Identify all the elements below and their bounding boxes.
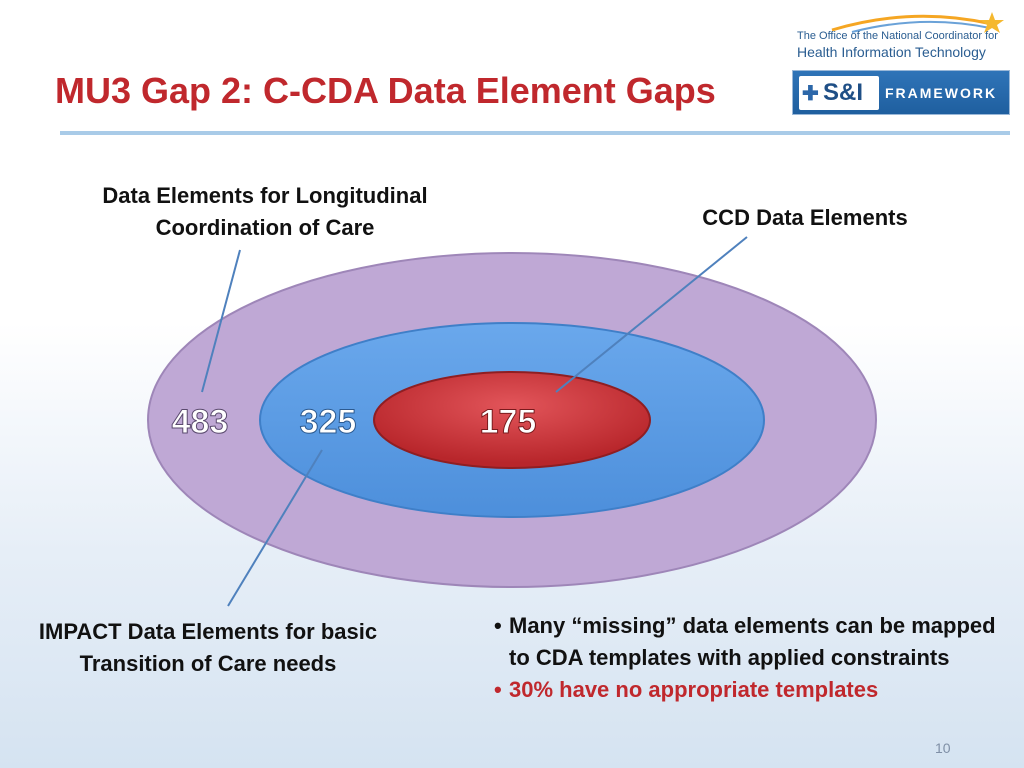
bullet-icon: • xyxy=(494,677,502,702)
connector-longitudinal xyxy=(201,249,241,393)
si-framework-logo: ✚ S&I FRAMEWORK xyxy=(792,70,1010,115)
ccd-label: CCD Data Elements xyxy=(702,205,908,230)
outer-count: 483 xyxy=(172,403,229,441)
connector-ccd xyxy=(555,236,748,393)
middle-count: 325 xyxy=(300,403,357,441)
bullet-icon: • xyxy=(494,613,502,638)
onc-logo: The Office of the National Coordinator f… xyxy=(792,8,1014,64)
slide-title: MU3 Gap 2: C-CDA Data Element Gaps xyxy=(55,70,716,111)
inner-count: 175 xyxy=(480,403,537,441)
onc-logo-line1: The Office of the National Coordinator f… xyxy=(797,30,998,42)
si-mark: ✚ S&I xyxy=(799,76,879,110)
longitudinal-label: Data Elements for Longitudinal Coordinat… xyxy=(102,183,428,240)
page-number: 10 xyxy=(935,740,951,756)
onc-logo-line2: Health Information Technology xyxy=(797,44,986,60)
bullet-list: • Many “missing” data elements can be ma… xyxy=(494,610,1004,706)
title-divider xyxy=(60,131,1010,135)
bullet-text-no-templates: 30% have no appropriate templates xyxy=(509,677,879,702)
bullet-item: • 30% have no appropriate templates xyxy=(494,674,1004,706)
bullet-item: • Many “missing” data elements can be ma… xyxy=(494,610,1004,674)
si-logo-text: S&I xyxy=(823,79,864,106)
plus-icon: ✚ xyxy=(802,83,819,105)
onc-swoosh-icon xyxy=(831,12,1004,33)
si-framework-text: FRAMEWORK xyxy=(885,85,998,101)
bullet-text-mapping: Many “missing” data elements can be mapp… xyxy=(509,613,996,670)
connector-impact xyxy=(227,449,323,607)
impact-label: IMPACT Data Elements for basic Transitio… xyxy=(38,619,378,676)
inner-ellipse xyxy=(373,371,651,469)
